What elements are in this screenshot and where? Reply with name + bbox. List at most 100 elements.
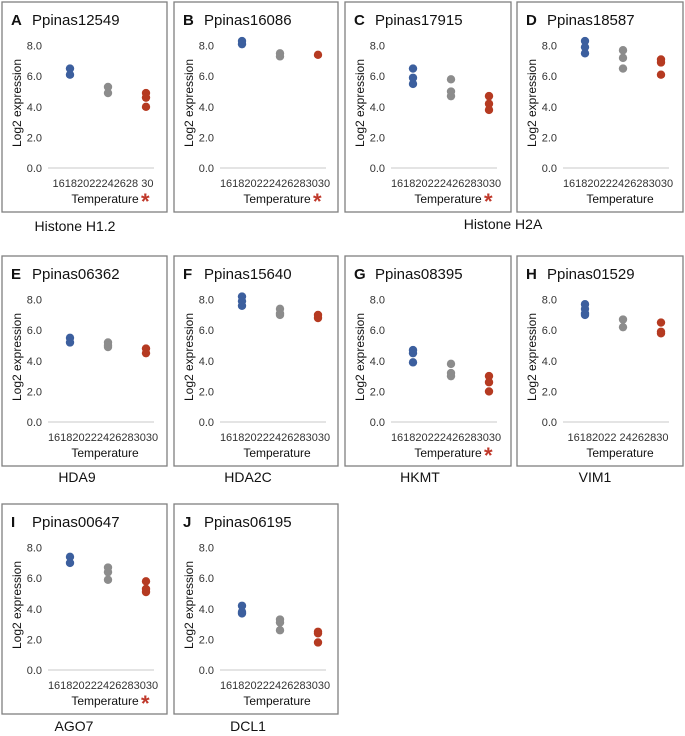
data-point [237,601,247,610]
y-tick-label: 4.0 [542,102,557,114]
x-tick-labels: 161820222426283030 [220,680,330,692]
data-point [141,587,151,597]
y-tick-label: 2.0 [370,386,385,398]
significance-marker: * [141,189,150,214]
panel-title: Ppinas06362 [32,266,120,283]
y-tick-label: 0.0 [199,163,214,175]
data-point [580,36,590,46]
panel-frame [516,1,684,213]
x-tick-labels: 161820222426283030 [220,178,330,190]
y-axis-label: Log2 expression [182,561,196,649]
x-axis-label: Temperature [71,446,139,460]
data-point [65,64,75,73]
y-tick-label: 8.0 [370,41,385,53]
x-tick-labels: 161820222426283030 [391,178,501,190]
data-point [103,82,113,92]
y-tick-label: 6.0 [199,325,214,337]
data-point [484,91,494,101]
panel-title: Ppinas18587 [547,12,635,29]
y-tick-label: 6.0 [199,71,214,83]
data-point [237,609,247,618]
series-mid [103,82,113,98]
series-mid [618,315,628,332]
y-tick-label: 6.0 [542,71,557,83]
y-tick-label: 0.0 [370,163,385,175]
data-point [313,50,323,60]
y-tick-label: 4.0 [542,356,557,368]
data-point [446,75,456,84]
data-point [656,318,666,327]
data-point [408,73,418,82]
y-tick-label: 0.0 [27,163,42,175]
data-point [103,342,113,352]
data-point [618,46,628,55]
gene-name-label: Histone H1.2 [35,218,116,234]
data-point [618,53,628,63]
data-point [275,618,285,627]
series-mid [275,49,285,61]
y-axis-label: Log2 expression [182,313,196,401]
y-axis-label: Log2 expression [525,313,539,401]
y-tick-label: 2.0 [199,386,214,398]
panel-letter: G [354,266,366,283]
series-high [141,577,151,597]
y-tick-label: 2.0 [199,132,214,144]
y-axis-label: Log2 expression [353,313,367,401]
series-mid [103,563,113,584]
panel-letter: J [183,514,191,531]
y-axis-label: Log2 expression [182,59,196,147]
panel-title: Ppinas15640 [204,266,292,283]
y-tick-label: 4.0 [370,102,385,114]
panel-frame [1,255,168,467]
panel-letter: H [526,266,537,283]
y-axis-label: Log2 expression [10,313,24,401]
panel-title: Ppinas08395 [375,266,463,283]
significance-marker: * [141,691,150,716]
y-tick-label: 6.0 [370,71,385,83]
series-low [65,552,75,568]
y-tick-label: 2.0 [542,132,557,144]
data-point [484,99,494,108]
data-point [408,79,418,89]
y-tick-label: 4.0 [27,356,42,368]
panel-title: Ppinas01529 [547,266,635,283]
series-high [484,371,494,396]
data-point [275,626,285,635]
data-point [65,552,75,562]
y-tick-label: 4.0 [199,604,214,616]
y-tick-label: 4.0 [199,102,214,114]
data-point [103,88,113,98]
panel-frame [173,1,339,213]
significance-marker: * [484,443,493,468]
x-tick-labels: 161820222426283030 [48,432,158,444]
data-point [656,329,666,338]
data-point [313,638,323,647]
y-tick-label: 8.0 [199,543,214,555]
data-point [656,70,666,79]
series-low [237,36,247,49]
y-tick-label: 2.0 [199,634,214,646]
significance-marker: * [313,189,322,214]
data-point [313,313,323,323]
y-tick-label: 4.0 [199,356,214,368]
data-point [141,577,151,586]
x-axis-label: Temperature [71,694,139,708]
x-axis-label: Temperature [586,446,654,460]
y-tick-label: 6.0 [27,71,42,83]
data-point [237,39,247,49]
series-high [141,344,151,358]
data-point [141,348,151,358]
y-tick-label: 6.0 [199,573,214,585]
panel-letter: F [183,266,192,283]
series-mid [275,304,285,320]
panel-letter: D [526,12,537,29]
data-point [446,359,456,369]
data-point [484,387,494,396]
significance-marker: * [484,189,493,214]
data-point [484,105,494,115]
